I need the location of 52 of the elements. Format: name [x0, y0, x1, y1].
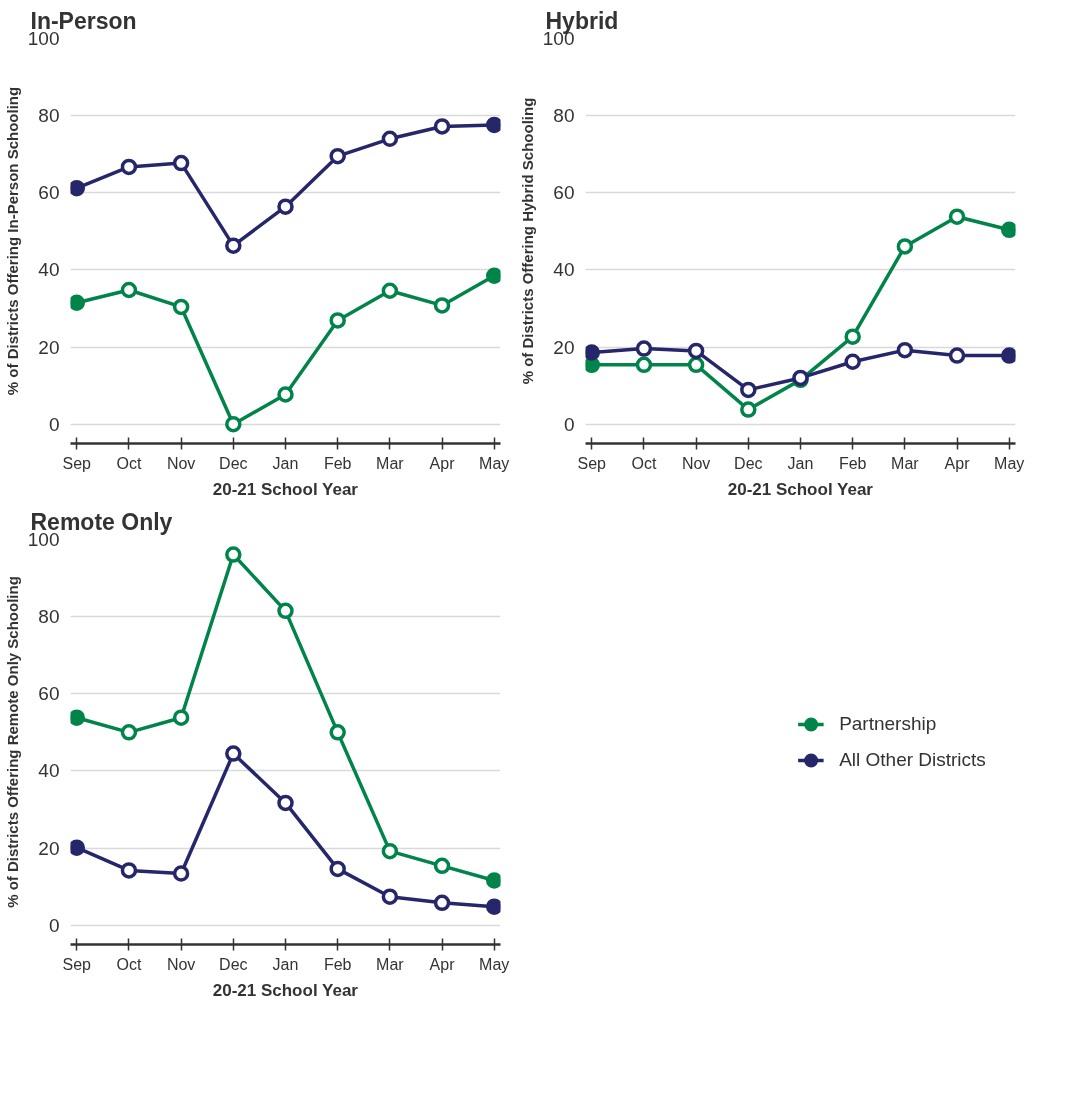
legend-label: Partnership: [839, 712, 937, 735]
legend-label: All Other Districts: [839, 748, 986, 771]
x-tick-label: Jan: [272, 454, 299, 472]
y-axis-title: % of Districts Offering Hybrid Schooling: [518, 97, 536, 385]
x-tick-label: Jan: [272, 955, 299, 973]
x-tick-label: Nov: [681, 454, 711, 472]
x-tick-label: Dec: [734, 454, 763, 472]
x-axis-title: 20-21 School Year: [727, 479, 874, 499]
x-tick-label: Feb: [323, 454, 352, 472]
x-tick-label: Dec: [219, 454, 248, 472]
x-tick-label: Apr: [944, 454, 971, 472]
y-tick-label: 100: [27, 529, 60, 550]
y-tick-label: 80: [553, 105, 575, 127]
x-tick-label: Jan: [787, 454, 814, 472]
x-tick-label: Mar: [376, 955, 405, 973]
x-tick-label: Nov: [166, 955, 196, 973]
x-tick-label: Oct: [631, 454, 657, 472]
x-tick-label: Nov: [166, 454, 196, 472]
y-tick-label: 40: [38, 259, 60, 281]
x-tick-label: May: [994, 454, 1025, 472]
y-tick-label: 80: [38, 105, 60, 127]
x-tick-label: Oct: [116, 955, 142, 973]
x-tick-label: Dec: [219, 955, 248, 973]
x-tick-label: Feb: [323, 955, 352, 973]
y-axis-title: % of Districts Offering Remote Only Schooling: [3, 576, 21, 908]
y-tick-label: 100: [27, 28, 60, 49]
x-tick-label: Oct: [116, 454, 142, 472]
x-tick-label: Sep: [577, 454, 607, 472]
x-tick-label: Sep: [62, 454, 92, 472]
y-tick-label: 20: [38, 336, 60, 358]
y-tick-label: 60: [553, 182, 575, 204]
x-tick-label: Apr: [429, 454, 456, 472]
y-tick-label: 0: [48, 413, 60, 435]
x-axis-title: 20-21 School Year: [212, 479, 359, 499]
y-tick-label: 40: [38, 760, 60, 782]
x-tick-label: Apr: [429, 955, 456, 973]
y-tick-label: 60: [38, 683, 60, 705]
x-tick-label: Mar: [891, 454, 920, 472]
y-tick-label: 0: [563, 413, 575, 435]
x-tick-label: May: [479, 955, 510, 973]
x-tick-label: Mar: [376, 454, 405, 472]
y-tick-label: 60: [38, 182, 60, 204]
y-tick-label: 0: [48, 914, 60, 936]
x-tick-label: Feb: [838, 454, 867, 472]
y-tick-label: 20: [553, 336, 575, 358]
x-axis-title: 20-21 School Year: [212, 980, 359, 1000]
y-tick-label: 40: [553, 259, 575, 281]
x-tick-label: Sep: [62, 955, 92, 973]
y-tick-label: 20: [38, 837, 60, 859]
y-tick-label: 80: [38, 606, 60, 628]
y-axis-title: % of Districts Offering In-Person Schooling: [3, 86, 21, 396]
x-tick-label: May: [479, 454, 510, 472]
